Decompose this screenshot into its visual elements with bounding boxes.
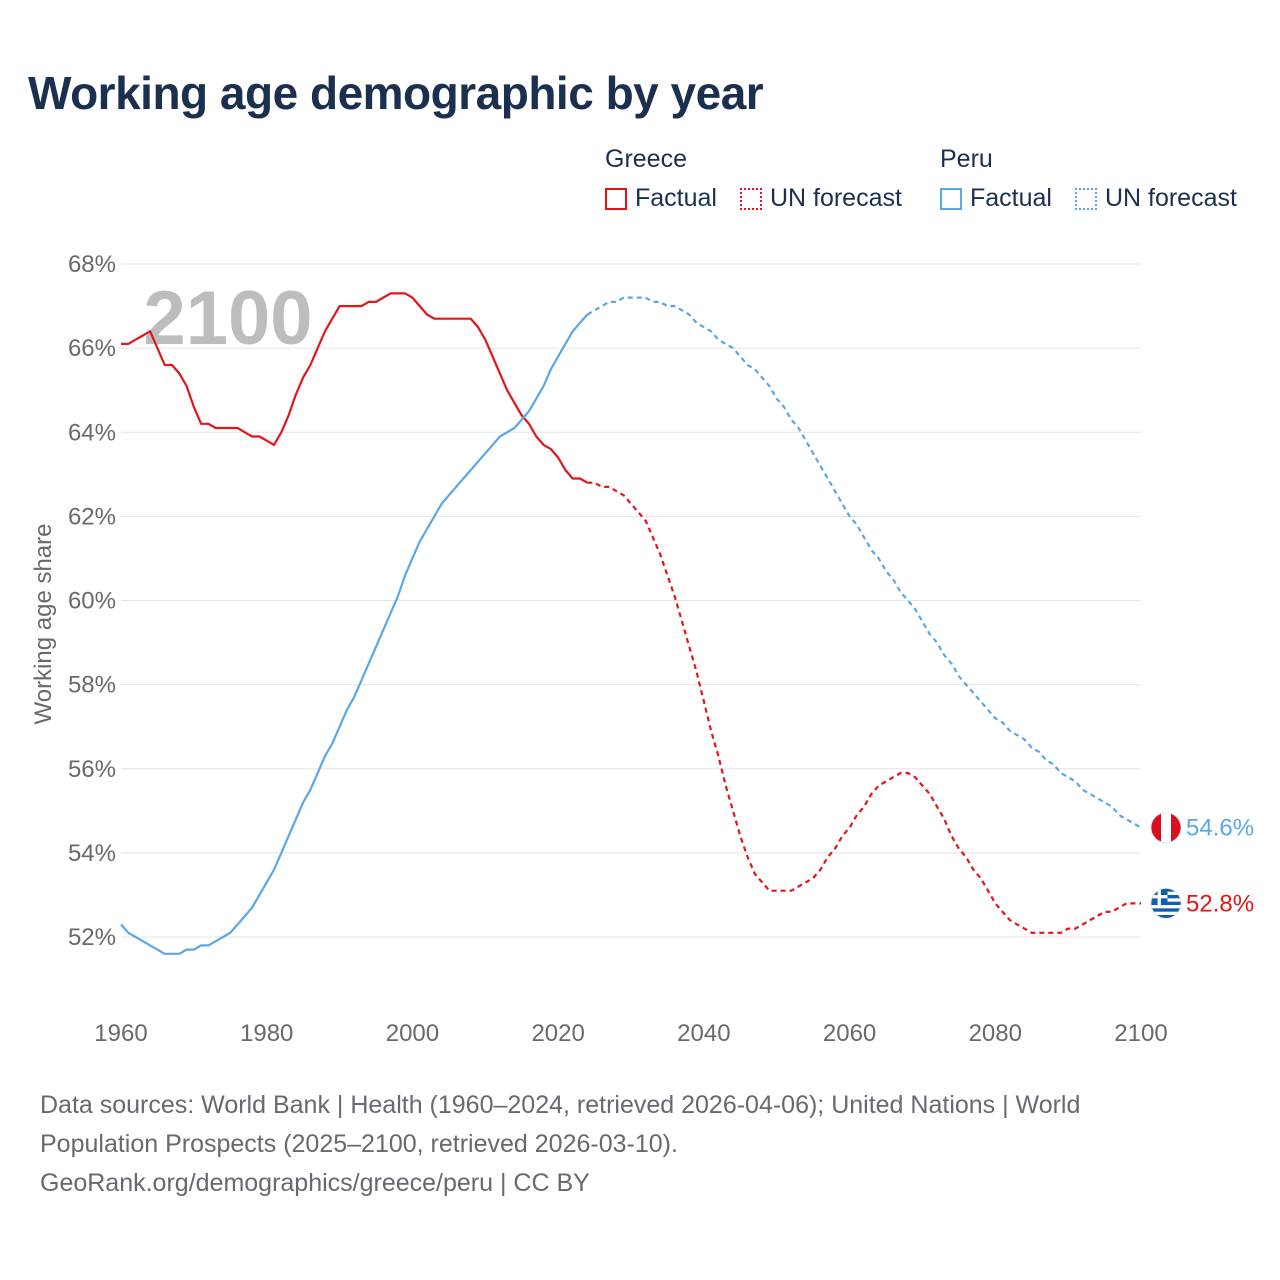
legend-item-peru-forecast[interactable]: UN forecast	[1074, 184, 1237, 213]
x-tick-label: 2000	[386, 1020, 439, 1047]
y-tick-label: 62%	[68, 503, 116, 530]
footer-sources-line-1: Data sources: World Bank | Health (1960–…	[40, 1091, 1081, 1119]
footer-sources-line-2: Population Prospects (2025–2100, retriev…	[40, 1130, 678, 1158]
y-tick-label: 60%	[68, 588, 116, 615]
series	[120, 292, 1142, 955]
series-line-peru-factual[interactable]	[120, 313, 589, 955]
x-tick-label: 2040	[677, 1020, 730, 1047]
legend-item-peru-factual[interactable]: Factual	[940, 184, 1052, 213]
legend-item-label: UN forecast	[1104, 184, 1237, 212]
grid	[121, 263, 1141, 938]
legend-item-greece-forecast[interactable]: UN forecast	[739, 184, 902, 213]
series-line-greece-forecast[interactable]	[587, 481, 1141, 934]
end-value-label-greece: 52.8%	[1186, 890, 1254, 917]
y-axis-label: Working age share	[30, 524, 57, 725]
legend-group-peru: Peru Factual UN forecast	[940, 145, 1237, 217]
year-watermark: 2100	[143, 276, 312, 361]
footer: Data sources: World Bank | Health (1960–…	[40, 1086, 1240, 1203]
end-value-label-peru: 54.6%	[1186, 815, 1254, 842]
y-axis: 52% 54% 56% 58% 60% 62% 64% 66% 68%	[68, 251, 116, 951]
x-tick-label: 2060	[823, 1020, 876, 1047]
solid-swatch-icon	[940, 187, 962, 210]
series-line-greece-factual[interactable]	[121, 292, 588, 484]
dotted-swatch-icon	[1074, 187, 1097, 210]
y-tick-label: 54%	[68, 840, 116, 867]
x-tick-label: 2080	[969, 1020, 1022, 1047]
y-tick-label: 64%	[68, 419, 116, 446]
greece-flag-icon	[1150, 887, 1182, 919]
y-tick-label: 52%	[68, 924, 116, 951]
legend-item-label: Factual	[635, 184, 717, 212]
y-tick-label: 58%	[68, 672, 116, 699]
peru-flag-icon	[1150, 812, 1182, 844]
chart-title: Working age demographic by year	[28, 67, 764, 119]
dotted-swatch-icon	[739, 187, 762, 210]
x-tick-label: 2020	[531, 1020, 584, 1047]
footer-attribution: GeoRank.org/demographics/greece/peru | C…	[40, 1169, 590, 1197]
x-tick-label: 2100	[1114, 1020, 1167, 1047]
legend-item-label: UN forecast	[769, 184, 902, 212]
x-axis: 1960 1980 2000 2020 2040 2060 2080 2100	[94, 1020, 1167, 1047]
x-tick-label: 1980	[240, 1020, 293, 1047]
end-labels: 52.8% 54.6%	[1150, 812, 1254, 919]
solid-swatch-icon	[605, 187, 627, 210]
legend-item-label: Factual	[970, 184, 1052, 212]
legend-item-greece-factual[interactable]: Factual	[605, 184, 717, 213]
x-tick-label: 1960	[94, 1020, 147, 1047]
y-tick-label: 66%	[68, 335, 116, 362]
series-line-peru-forecast[interactable]	[586, 296, 1142, 829]
legend-group-label: Greece	[605, 145, 687, 173]
legend-group-greece: Greece Factual UN forecast	[605, 145, 918, 217]
legend-group-label: Peru	[940, 145, 993, 173]
y-tick-label: 68%	[68, 251, 116, 278]
y-tick-label: 56%	[68, 756, 116, 783]
